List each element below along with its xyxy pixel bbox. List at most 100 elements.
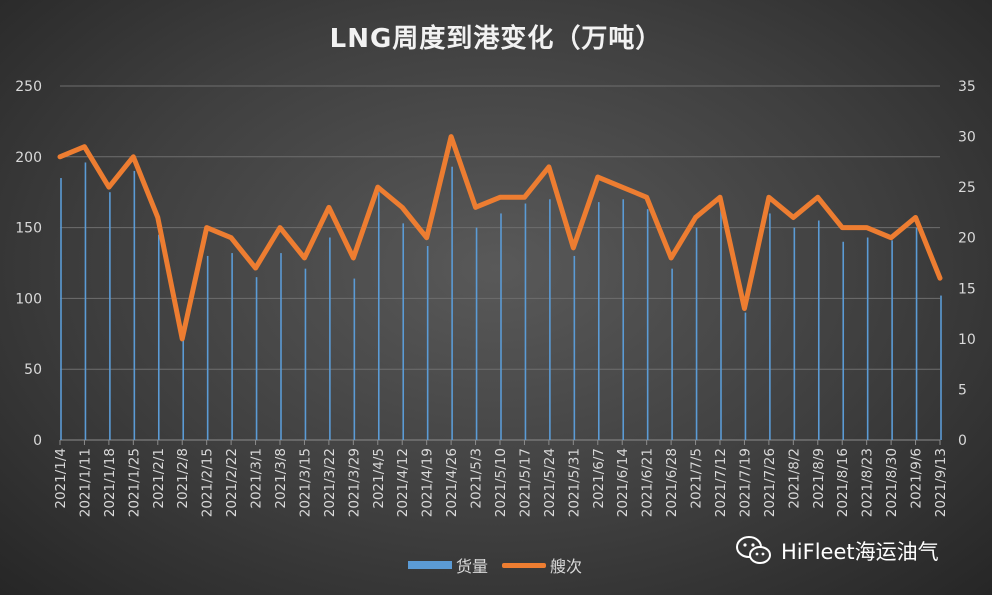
left-tick-label: 0 bbox=[33, 433, 42, 449]
bar bbox=[671, 268, 673, 440]
x-tick-label: 2021/1/11 bbox=[77, 448, 93, 517]
x-tick-label: 2021/7/19 bbox=[737, 448, 753, 517]
bar bbox=[744, 312, 747, 440]
line-series bbox=[57, 134, 943, 342]
bar bbox=[377, 192, 380, 440]
legend: 货量 艘次 bbox=[408, 553, 596, 577]
x-tick-label: 2021/2/8 bbox=[175, 448, 191, 509]
legend-swatch-bar bbox=[408, 561, 452, 569]
left-tick-label: 150 bbox=[15, 221, 42, 237]
bar bbox=[133, 170, 136, 440]
x-tick-label: 2021/5/10 bbox=[493, 448, 509, 517]
bar bbox=[182, 338, 185, 440]
right-tick-label: 25 bbox=[958, 180, 976, 196]
bar bbox=[549, 199, 551, 440]
bar bbox=[84, 162, 87, 441]
gridlines bbox=[60, 85, 940, 441]
x-tick-label: 2021/3/22 bbox=[322, 448, 338, 517]
bar bbox=[891, 240, 893, 440]
x-tick-label: 2021/1/25 bbox=[126, 448, 142, 517]
x-tick-label: 2021/3/1 bbox=[249, 448, 265, 509]
bar bbox=[304, 268, 307, 440]
x-tick-label: 2021/5/31 bbox=[566, 448, 582, 517]
wechat-icon bbox=[736, 536, 771, 564]
right-tick-label: 30 bbox=[958, 130, 976, 146]
bar bbox=[500, 213, 502, 440]
series-line bbox=[57, 134, 943, 342]
right-tick-label: 0 bbox=[958, 433, 967, 449]
x-tick-label: 2021/7/12 bbox=[713, 448, 729, 517]
x-tick-label: 2021/5/24 bbox=[542, 448, 558, 517]
bar bbox=[524, 203, 527, 440]
right-tick-label: 15 bbox=[958, 281, 976, 297]
x-tick-label: 2021/2/22 bbox=[224, 448, 240, 517]
x-tick-label: 2021/4/19 bbox=[420, 448, 436, 517]
watermark-text: HiFleet海运油气 bbox=[781, 540, 939, 564]
x-tick-label: 2021/6/28 bbox=[664, 448, 680, 517]
bar bbox=[353, 278, 356, 440]
right-axis-ticks: 0 5 10 15 20 25 30 35 bbox=[958, 79, 976, 449]
legend-swatch-line bbox=[502, 562, 547, 568]
bar bbox=[622, 199, 625, 440]
bar bbox=[720, 203, 722, 440]
bar bbox=[451, 166, 453, 440]
legend-item-bar: 货量 bbox=[408, 553, 488, 577]
x-tick-label: 2021/7/26 bbox=[762, 448, 778, 517]
bar bbox=[793, 227, 796, 440]
bar bbox=[280, 253, 282, 440]
x-axis: 2021/1/4 2021/1/11 2021/1/18 2021/1/25 2021/… bbox=[53, 440, 949, 517]
left-axis-ticks: 0 50 100 150 200 250 bbox=[15, 79, 42, 449]
x-tick-label: 2021/1/18 bbox=[102, 448, 118, 517]
bar-series bbox=[60, 162, 942, 441]
chart-title: LNG周度到港变化（万吨） bbox=[329, 24, 663, 54]
x-tick-label: 2021/8/23 bbox=[860, 448, 876, 517]
bar bbox=[573, 255, 576, 440]
bar bbox=[206, 255, 209, 440]
bar bbox=[866, 237, 869, 440]
right-tick-label: 10 bbox=[958, 332, 976, 348]
left-tick-label: 50 bbox=[24, 362, 42, 378]
x-tick-label: 2021/3/29 bbox=[346, 448, 362, 517]
left-tick-label: 250 bbox=[15, 79, 42, 95]
x-tick-label: 2021/4/26 bbox=[444, 448, 460, 517]
x-tick-label: 2021/8/16 bbox=[835, 448, 851, 517]
bar bbox=[769, 213, 771, 440]
x-tick-label: 2021/6/7 bbox=[591, 448, 607, 509]
left-tick-label: 100 bbox=[15, 291, 42, 307]
bar bbox=[402, 223, 405, 440]
bar bbox=[231, 253, 233, 440]
x-tick-label: 2021/3/15 bbox=[297, 448, 313, 517]
bar bbox=[60, 178, 62, 441]
right-tick-label: 20 bbox=[958, 231, 976, 247]
x-tick-label: 2021/3/8 bbox=[273, 448, 289, 509]
bar bbox=[915, 227, 918, 440]
bar bbox=[329, 237, 331, 440]
bar bbox=[695, 227, 698, 440]
bar bbox=[940, 295, 942, 440]
x-tick-label: 2021/4/12 bbox=[395, 448, 411, 517]
bar bbox=[255, 277, 258, 440]
bar bbox=[157, 234, 160, 440]
x-tick-label: 2021/5/17 bbox=[517, 448, 533, 517]
legend-label-line: 艘次 bbox=[550, 557, 583, 576]
right-tick-label: 35 bbox=[958, 79, 976, 95]
x-tick-label: 2021/8/2 bbox=[786, 448, 802, 509]
bar bbox=[426, 246, 429, 440]
bar bbox=[842, 241, 845, 440]
x-tick-label: 2021/6/21 bbox=[640, 448, 656, 517]
x-tick-label: 2021/9/13 bbox=[933, 448, 949, 517]
x-tick-label: 2021/6/14 bbox=[615, 448, 631, 517]
bar bbox=[646, 209, 649, 440]
x-tick-label: 2021/1/4 bbox=[53, 448, 69, 509]
bar bbox=[475, 227, 478, 440]
x-tick-label: 2021/4/5 bbox=[371, 448, 387, 509]
left-tick-label: 200 bbox=[15, 150, 42, 166]
x-tick-label: 2021/5/3 bbox=[469, 448, 485, 509]
x-tick-label: 2021/8/9 bbox=[811, 448, 827, 509]
x-tick-label: 2021/9/6 bbox=[909, 448, 925, 509]
x-tick-label: 2021/2/1 bbox=[151, 448, 167, 509]
right-tick-label: 5 bbox=[958, 382, 967, 398]
bar bbox=[597, 202, 600, 440]
x-tick-label: 2021/7/5 bbox=[689, 448, 705, 509]
